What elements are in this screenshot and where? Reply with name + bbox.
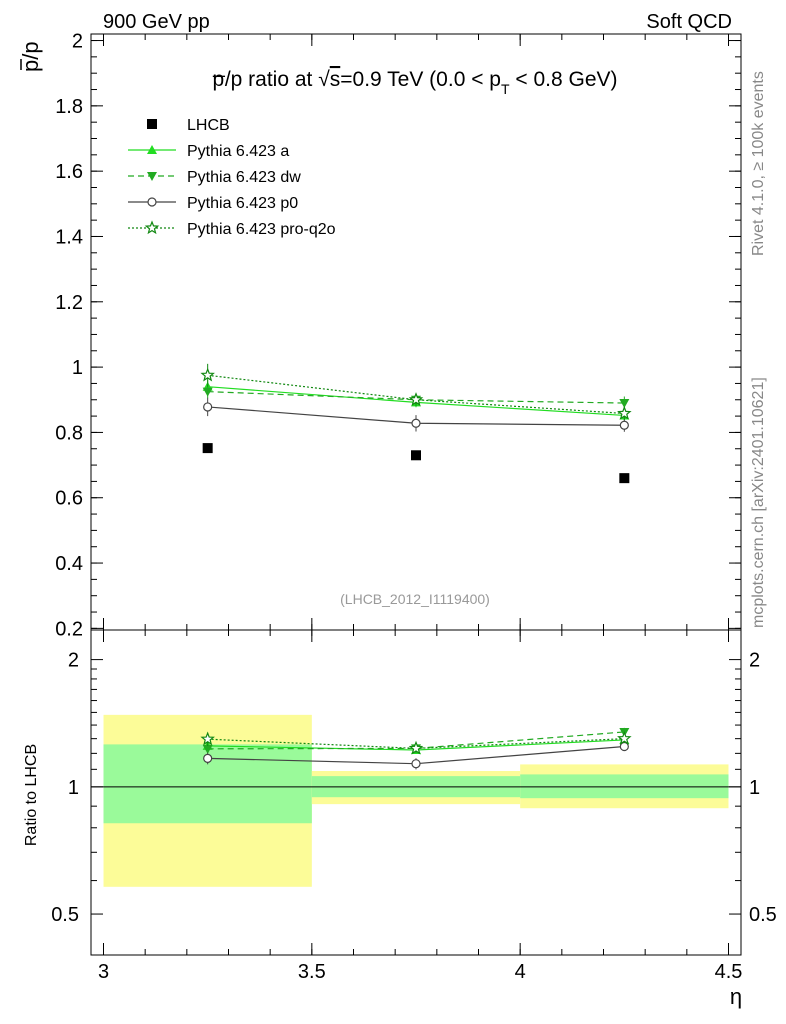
- series-4: [200, 363, 632, 421]
- header-left: 900 GeV pp: [103, 11, 210, 33]
- data-point: [408, 392, 424, 406]
- header-right: Soft QCD: [646, 11, 732, 33]
- ratio-point: [408, 740, 424, 755]
- legend-marker: [147, 197, 157, 207]
- ratio-point: [411, 759, 421, 769]
- ratio-point: [203, 753, 213, 763]
- ratio-series-3: [203, 741, 629, 770]
- x-tick-label: 3: [98, 961, 109, 983]
- rivet-label: Rivet 4.1.0, ≥ 100k events: [750, 71, 767, 256]
- ratio-point: [200, 731, 215, 746]
- ratio-point: [617, 731, 632, 745]
- chart-title: p_/p ratio at √s=0.9 TeV (0.0 < pT < 0.8…: [212, 55, 617, 97]
- ratio-point: [202, 744, 213, 754]
- y-tick-label: 2: [72, 31, 83, 53]
- legend-label: LHCB: [187, 117, 230, 134]
- x-axis: 3 3.5 4 4.5: [98, 34, 742, 983]
- x-tick-label: 3.5: [298, 961, 326, 983]
- ratio-y-tick-label-right: 2: [749, 650, 760, 672]
- ratio-y-tick-label-right: 0.5: [749, 904, 777, 926]
- legend-label: Pythia 6.423 a: [187, 143, 289, 160]
- ratio-y-tick-label: 1: [68, 777, 79, 799]
- x-axis-label: η: [730, 984, 742, 1009]
- y-tick-label: 1.6: [55, 161, 83, 183]
- data-point: [619, 420, 629, 430]
- data-point: [411, 418, 421, 428]
- data-point: [619, 473, 630, 484]
- x-tick-label: 4.5: [715, 961, 743, 983]
- legend-label: Pythia 6.423 p0: [187, 195, 298, 212]
- y-axis-label: p/p: [18, 41, 43, 72]
- y-tick-label: 1: [72, 357, 83, 379]
- ratio-band-inner: [520, 774, 729, 799]
- ratio-y-tick-label: 2: [68, 650, 79, 672]
- ratio-series-4: [200, 731, 632, 755]
- y-tick-label: 1.4: [55, 226, 83, 248]
- watermark: (LHCB_2012_I1119400): [340, 591, 490, 607]
- y-tick-label: 0.4: [55, 553, 83, 575]
- data-point: [202, 443, 213, 454]
- main-plot-panel: 0.2 0.4 0.6 0.8 1 1.2 1.4 1.6 1.8 2 (LHCB_2012_I1…: [55, 31, 742, 640]
- ratio-y-tick-label-right: 1: [749, 777, 760, 799]
- series-3: [203, 397, 629, 432]
- legend-marker: [147, 145, 157, 154]
- legend-label: Pythia 6.423 dw: [187, 169, 301, 186]
- data-point: [619, 399, 630, 409]
- legend-marker: [144, 220, 160, 235]
- legend-marker: [147, 172, 157, 181]
- data-point: [203, 402, 213, 412]
- x-tick-label: 4: [515, 961, 526, 983]
- ratio-ylabel: Ratio to LHCB: [23, 744, 40, 846]
- data-point: [617, 405, 632, 420]
- data-point: [411, 450, 421, 461]
- y-tick-label: 0.8: [55, 422, 83, 444]
- legend-label: Pythia 6.423 pro-q2o: [187, 221, 336, 238]
- data-point: [202, 387, 213, 397]
- ratio-y-tick-label: 0.5: [51, 904, 79, 926]
- legend-marker: [147, 119, 157, 129]
- series-0: [202, 443, 630, 484]
- y-tick-label: 0.6: [55, 488, 83, 510]
- ratio-plot-panel: 0.5 0.5 1 1 2 2: [51, 629, 777, 956]
- y-tick-label: 1.8: [55, 96, 83, 118]
- legend: LHCB Pythia 6.423 a Pythia 6.423 dw Pythia …: [128, 117, 336, 238]
- svg-text:p_/p ratio at √s=0.9 TeV (0.0: p_/p ratio at √s=0.9 TeV (0.0 < pT < 0.8…: [212, 55, 617, 97]
- data-point: [200, 367, 215, 382]
- y-tick-label: 0.2: [55, 618, 83, 640]
- svg-text:p/p: p/p: [18, 41, 43, 72]
- source-label: mcplots.cern.ch [arXiv:2401.10621]: [750, 377, 767, 628]
- y-tick-label: 1.2: [55, 292, 83, 314]
